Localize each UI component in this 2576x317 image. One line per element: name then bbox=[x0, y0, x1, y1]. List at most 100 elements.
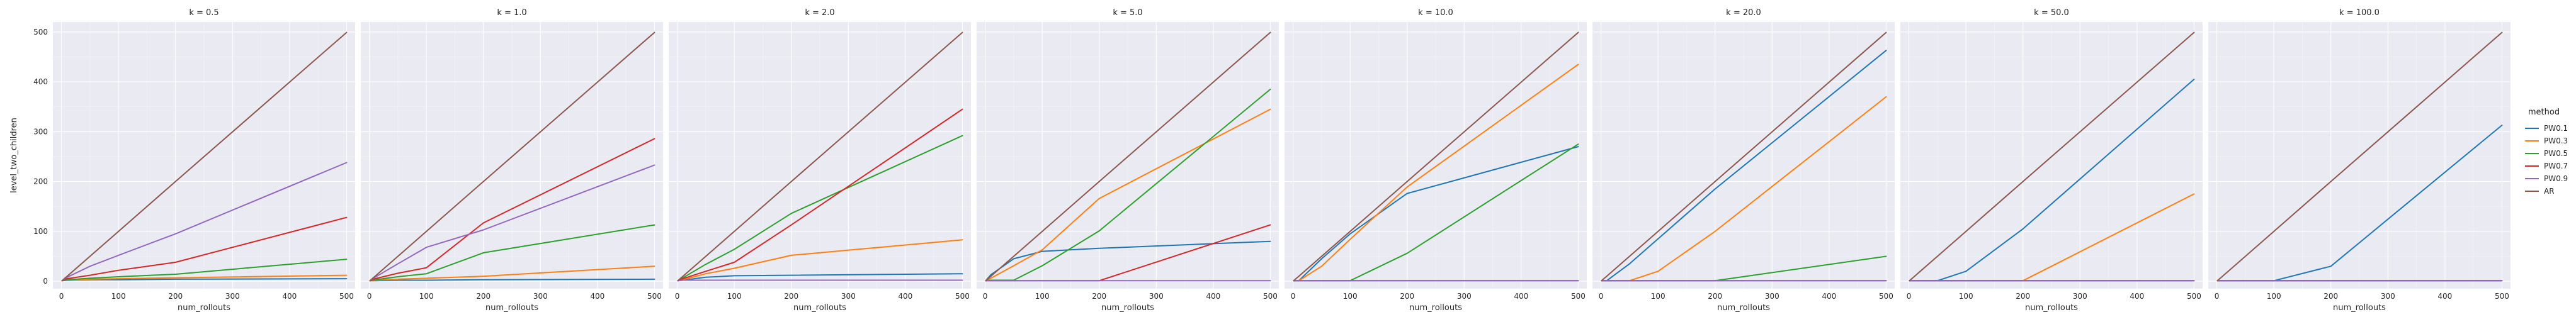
legend: method PW0.1 PW0.3 PW0.5 PW0.7 PW0.9 AR bbox=[2525, 108, 2568, 196]
x-tick-label: 0 bbox=[675, 292, 680, 301]
x-tick-label: 0 bbox=[1907, 292, 1912, 301]
panel-k-7: k = 100.0 0 100 200 300 400 500 num_rollouts bbox=[2208, 8, 2511, 313]
panel-k-2: k = 2.0 0 100 200 300 400 500 num_rollouts bbox=[669, 8, 971, 313]
series-line-ar bbox=[985, 31, 1271, 282]
x-tick-label: 500 bbox=[1571, 292, 1586, 301]
x-tick-label: 100 bbox=[2267, 292, 2281, 301]
x-tick-label: 400 bbox=[1514, 292, 1528, 301]
y-tick-label: 300 bbox=[33, 127, 48, 136]
panel-k-0: k = 0.5 0 100 200 300 400 500 num_rollouts 0 100 2… bbox=[9, 8, 355, 313]
legend-label: PW0.3 bbox=[2544, 136, 2568, 145]
x-tick-label: 200 bbox=[476, 292, 491, 301]
x-tick-label: 100 bbox=[111, 292, 126, 301]
x-tick-label: 300 bbox=[2381, 292, 2395, 301]
x-tick-label: 200 bbox=[784, 292, 798, 301]
series-line-pw0-5 bbox=[677, 135, 963, 282]
series-line-pw0-3 bbox=[985, 108, 1271, 282]
x-tick-label: 100 bbox=[1035, 292, 1050, 301]
x-tick-label: 200 bbox=[1708, 292, 1722, 301]
x-axis-label: num_rollouts bbox=[2025, 303, 2078, 313]
panel-title: k = 50.0 bbox=[2034, 8, 2069, 18]
panel-title: k = 20.0 bbox=[1726, 8, 1761, 18]
legend-title: method bbox=[2528, 108, 2560, 117]
x-tick-label: 100 bbox=[419, 292, 434, 301]
series-line-pw0-1 bbox=[985, 240, 1271, 282]
x-tick-label: 400 bbox=[898, 292, 912, 301]
x-tick-label: 400 bbox=[282, 292, 297, 301]
x-axis-label: num_rollouts bbox=[2333, 303, 2386, 313]
panel-title: k = 5.0 bbox=[1113, 8, 1142, 18]
panel-k-4: k = 10.0 0 100 200 300 400 500 num_rollouts bbox=[1285, 8, 1587, 313]
panel-k-3: k = 5.0 0 100 200 300 400 500 num_rollouts bbox=[977, 8, 1279, 313]
x-tick-label: 300 bbox=[2073, 292, 2087, 301]
x-tick-label: 0 bbox=[367, 292, 372, 301]
series-line-pw0-9 bbox=[369, 164, 655, 282]
series-line-pw0-7 bbox=[61, 216, 348, 282]
x-tick-label: 300 bbox=[841, 292, 856, 301]
panel-title: k = 1.0 bbox=[497, 8, 526, 18]
series-line-ar bbox=[61, 31, 348, 282]
x-tick-label: 200 bbox=[2016, 292, 2030, 301]
y-axis-label: level_two_children bbox=[9, 118, 19, 193]
legend-label: PW0.7 bbox=[2544, 162, 2568, 170]
x-tick-label: 100 bbox=[1651, 292, 1665, 301]
legend-label: PW0.1 bbox=[2544, 124, 2568, 133]
series-line-ar bbox=[369, 31, 655, 282]
legend-label: AR bbox=[2544, 187, 2555, 196]
x-tick-label: 300 bbox=[1457, 292, 1472, 301]
x-tick-label: 400 bbox=[2437, 292, 2452, 301]
series-line-pw0-7 bbox=[369, 138, 655, 282]
x-tick-label: 500 bbox=[647, 292, 662, 301]
x-tick-label: 0 bbox=[2215, 292, 2220, 301]
x-axis-label: num_rollouts bbox=[1409, 303, 1462, 313]
x-axis-label: num_rollouts bbox=[793, 303, 846, 313]
series-line-ar bbox=[1293, 31, 1579, 282]
x-tick-label: 100 bbox=[727, 292, 742, 301]
x-tick-label: 200 bbox=[168, 292, 183, 301]
x-tick-label: 200 bbox=[1092, 292, 1106, 301]
x-tick-label: 300 bbox=[225, 292, 240, 301]
x-tick-label: 400 bbox=[1206, 292, 1220, 301]
x-tick-label: 0 bbox=[983, 292, 988, 301]
series-line-pw0-5 bbox=[61, 259, 348, 282]
y-tick-label: 100 bbox=[33, 227, 48, 236]
panel-k-6: k = 50.0 0 100 200 300 400 500 num_rollouts bbox=[1900, 8, 2203, 313]
legend-label: PW0.5 bbox=[2544, 149, 2568, 158]
x-tick-label: 500 bbox=[955, 292, 970, 301]
x-tick-label: 500 bbox=[339, 292, 354, 301]
x-axis-label: num_rollouts bbox=[1101, 303, 1154, 313]
series-line-ar bbox=[2216, 31, 2503, 282]
legend-label: PW0.9 bbox=[2544, 174, 2568, 183]
series-line-pw0-9 bbox=[61, 162, 348, 282]
x-tick-label: 300 bbox=[1765, 292, 1779, 301]
x-tick-label: 0 bbox=[59, 292, 64, 301]
x-tick-label: 200 bbox=[1400, 292, 1414, 301]
panel-title: k = 2.0 bbox=[805, 8, 834, 18]
x-axis-label: num_rollouts bbox=[1717, 303, 1770, 313]
panel-title: k = 10.0 bbox=[1418, 8, 1453, 18]
x-tick-label: 0 bbox=[1599, 292, 1604, 301]
panel-k-5: k = 20.0 0 100 200 300 400 500 num_rollouts bbox=[1592, 8, 1895, 313]
x-tick-label: 500 bbox=[2495, 292, 2509, 301]
x-tick-label: 100 bbox=[1959, 292, 1973, 301]
series-line-ar bbox=[677, 31, 963, 282]
y-tick-label: 500 bbox=[33, 28, 48, 36]
x-axis-label: num_rollouts bbox=[485, 303, 538, 313]
panel-title: k = 0.5 bbox=[189, 8, 218, 18]
x-tick-label: 400 bbox=[1822, 292, 1836, 301]
y-tick-label: 200 bbox=[33, 177, 48, 186]
panel-title: k = 100.0 bbox=[2339, 8, 2380, 18]
x-tick-label: 500 bbox=[2187, 292, 2201, 301]
series-line-pw0-5 bbox=[369, 224, 655, 282]
series-line-pw0-7 bbox=[677, 108, 963, 282]
x-tick-label: 300 bbox=[1149, 292, 1164, 301]
x-tick-label: 0 bbox=[1291, 292, 1296, 301]
x-tick-label: 200 bbox=[2324, 292, 2338, 301]
x-tick-label: 400 bbox=[2130, 292, 2144, 301]
x-tick-label: 100 bbox=[1343, 292, 1358, 301]
y-tick-label: 400 bbox=[33, 77, 48, 86]
x-axis-label: num_rollouts bbox=[178, 303, 230, 313]
x-tick-label: 300 bbox=[533, 292, 548, 301]
